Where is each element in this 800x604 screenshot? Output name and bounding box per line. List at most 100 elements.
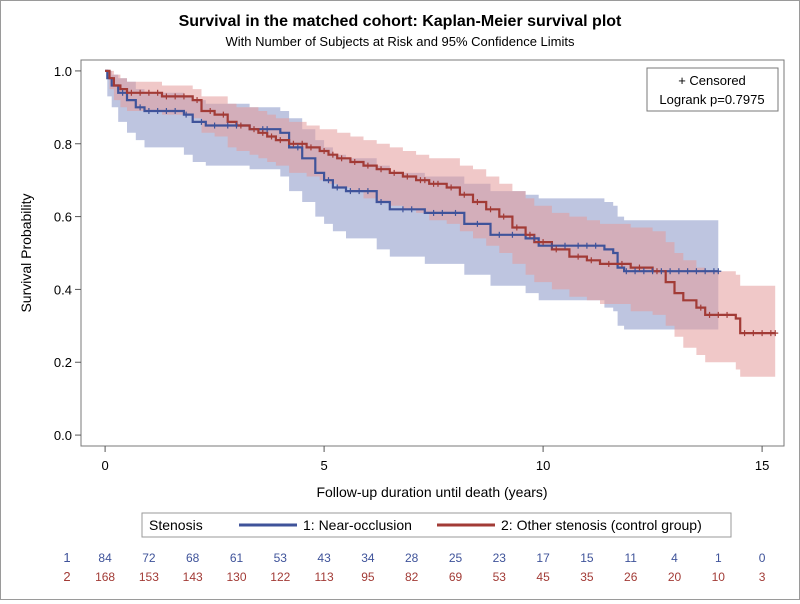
at-risk-value-other-stenosis-14: 10 (712, 570, 726, 584)
censor-mark-near-occlusion-29 (548, 242, 555, 249)
censor-mark-near-occlusion-5 (172, 107, 179, 114)
censor-mark-near-occlusion-30 (561, 242, 568, 249)
at-risk-value-other-stenosis-6: 95 (361, 570, 375, 584)
censor-mark-other-stenosis-40 (588, 257, 595, 264)
censor-mark-near-occlusion-28 (531, 235, 538, 242)
censor-mark-other-stenosis-37 (540, 239, 547, 246)
y-axis-label: Survival Probability (18, 193, 34, 312)
censor-mark-other-stenosis-18 (321, 148, 328, 155)
survival-curves (105, 69, 776, 335)
censor-mark-near-occlusion-34 (623, 268, 630, 275)
censor-mark-other-stenosis-48 (724, 311, 731, 318)
censor-mark-other-stenosis-45 (697, 304, 704, 311)
at-risk-value-other-stenosis-8: 69 (449, 570, 463, 584)
at-risk-value-near-occlusion-6: 34 (361, 551, 375, 565)
censor-mark-other-stenosis-32 (474, 199, 481, 206)
censor-mark-near-occlusion-3 (154, 107, 161, 114)
x-tick-label-5: 5 (320, 458, 327, 473)
censor-mark-other-stenosis-53 (772, 330, 779, 337)
censor-mark-other-stenosis-31 (461, 191, 468, 198)
ci-band-other-stenosis (105, 70, 776, 377)
censor-mark-near-occlusion-40 (675, 268, 682, 275)
censor-mark-other-stenosis-39 (575, 253, 582, 260)
at-risk-value-other-stenosis-13: 20 (668, 570, 682, 584)
at-risk-value-other-stenosis-2: 143 (183, 570, 203, 584)
censor-mark-near-occlusion-4 (163, 107, 170, 114)
x-axis-label: Follow-up duration until death (years) (316, 484, 547, 500)
at-risk-value-near-occlusion-0: 84 (98, 551, 112, 565)
censor-mark-near-occlusion-43 (702, 268, 709, 275)
censor-mark-other-stenosis-16 (299, 140, 306, 147)
confidence-bands (105, 70, 776, 377)
censor-mark-other-stenosis-8 (207, 107, 214, 114)
at-risk-value-near-occlusion-13: 4 (671, 551, 678, 565)
censor-mark-other-stenosis-49 (741, 330, 748, 337)
legend-title: Stenosis (149, 517, 203, 533)
y-tick-label-5: 1.0 (54, 64, 72, 79)
censor-mark-near-occlusion-31 (575, 242, 582, 249)
censor-mark-near-occlusion-14 (325, 177, 332, 184)
censor-mark-near-occlusion-22 (430, 209, 437, 216)
legend: Stenosis 1: Near-occlusion 2: Other sten… (141, 512, 732, 538)
at-risk-value-other-stenosis-12: 26 (624, 570, 638, 584)
censor-mark-near-occlusion-0 (119, 89, 126, 96)
censor-mark-other-stenosis-20 (338, 155, 345, 162)
censor-mark-other-stenosis-2 (145, 89, 152, 96)
survival-curve-other-stenosis (105, 69, 776, 335)
at-risk-value-near-occlusion-14: 1 (715, 551, 722, 565)
censor-mark-near-occlusion-24 (452, 209, 459, 216)
censor-mark-other-stenosis-50 (750, 330, 757, 337)
at-risk-value-near-occlusion-12: 11 (624, 551, 637, 565)
censor-mark-near-occlusion-17 (356, 188, 363, 195)
censor-mark-near-occlusion-42 (693, 268, 700, 275)
censor-mark-near-occlusion-41 (684, 268, 691, 275)
censor-mark-other-stenosis-25 (404, 173, 411, 180)
censor-mark-near-occlusion-7 (198, 118, 205, 125)
censor-mark-other-stenosis-19 (329, 151, 336, 158)
censor-mark-near-occlusion-45 (715, 268, 722, 275)
y-axis-ticks: 0.0 0.2 0.4 0.6 0.8 1.0 (54, 64, 81, 443)
at-risk-value-other-stenosis-11: 35 (580, 570, 594, 584)
censor-mark-other-stenosis-10 (237, 122, 244, 129)
censor-mark-other-stenosis-33 (487, 206, 494, 213)
censor-mark-near-occlusion-25 (474, 220, 481, 227)
plot-area-border (80, 59, 785, 447)
censor-mark-other-stenosis-38 (553, 246, 560, 253)
at-risk-value-near-occlusion-15: 0 (759, 551, 766, 565)
inset-logrank-label: Logrank p=0.7975 (659, 92, 764, 107)
censor-mark-other-stenosis-51 (759, 330, 766, 337)
censor-mark-near-occlusion-1 (137, 104, 144, 111)
y-tick-label-3: 0.6 (54, 210, 72, 225)
at-risk-value-other-stenosis-0: 168 (95, 570, 115, 584)
censor-mark-near-occlusion-27 (509, 231, 516, 238)
censor-mark-other-stenosis-23 (378, 166, 385, 173)
censor-mark-near-occlusion-32 (583, 242, 590, 249)
y-tick-label-1: 0.2 (54, 355, 72, 370)
censor-mark-near-occlusion-33 (592, 242, 599, 249)
x-axis-ticks: 0 5 10 15 (101, 446, 769, 473)
censor-mark-near-occlusion-36 (640, 268, 647, 275)
censor-mark-near-occlusion-20 (399, 206, 406, 213)
censor-mark-other-stenosis-22 (364, 162, 371, 169)
censor-mark-near-occlusion-16 (347, 188, 354, 195)
censor-mark-near-occlusion-18 (364, 188, 371, 195)
at-risk-value-near-occlusion-4: 53 (274, 551, 288, 565)
y-tick-label-4: 0.8 (54, 137, 72, 152)
chart-subtitle: With Number of Subjects at Risk and 95% … (226, 34, 575, 49)
inset-censored-label: + Censored (678, 73, 746, 88)
censor-mark-other-stenosis-24 (391, 169, 398, 176)
at-risk-value-other-stenosis-1: 153 (139, 570, 159, 584)
legend-entry-other-stenosis: 2: Other stenosis (control group) (501, 517, 702, 533)
censor-mark-other-stenosis-12 (259, 129, 266, 136)
censor-mark-near-occlusion-35 (632, 268, 639, 275)
at-risk-value-near-occlusion-1: 72 (142, 551, 156, 565)
at-risk-value-near-occlusion-5: 43 (317, 551, 331, 565)
at-risk-value-near-occlusion-10: 17 (536, 551, 550, 565)
at-risk-value-other-stenosis-3: 130 (226, 570, 246, 584)
censor-mark-other-stenosis-4 (163, 93, 170, 100)
inset-box-border (646, 67, 779, 112)
censor-mark-other-stenosis-11 (251, 126, 258, 133)
chart-title: Survival in the matched cohort: Kaplan-M… (179, 13, 622, 30)
x-tick-label-15: 15 (755, 458, 769, 473)
